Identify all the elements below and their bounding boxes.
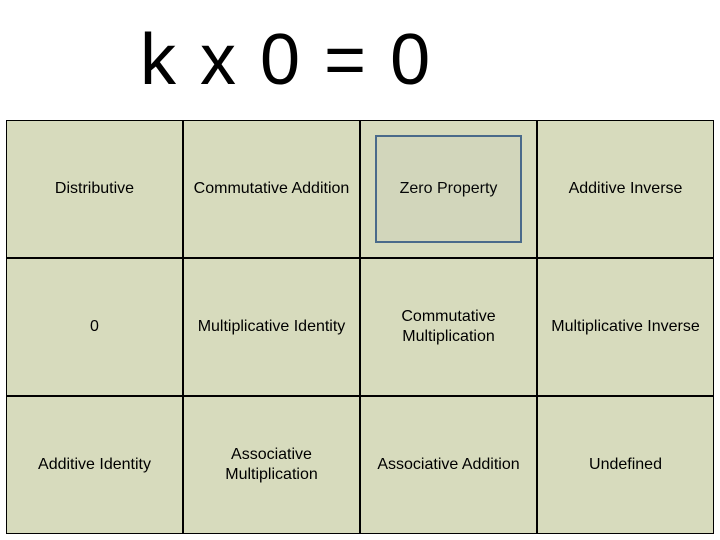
grid-cell[interactable]: 0 <box>6 258 183 396</box>
grid-cell[interactable]: Commutative Addition <box>183 120 360 258</box>
grid-cell[interactable]: Multiplicative Inverse <box>537 258 714 396</box>
cell-label: Distributive <box>55 179 134 199</box>
grid-cell[interactable]: Zero Property <box>360 120 537 258</box>
grid-cell[interactable]: Associative Addition <box>360 396 537 534</box>
grid-cell[interactable]: Multiplicative Identity <box>183 258 360 396</box>
cell-label: Commutative Addition <box>194 179 350 199</box>
cell-label: Additive Identity <box>38 455 151 475</box>
cell-label: 0 <box>90 317 99 337</box>
grid-cell[interactable]: Additive Identity <box>6 396 183 534</box>
cell-label: Associative Addition <box>377 455 519 475</box>
grid-cell[interactable]: Distributive <box>6 120 183 258</box>
title-area: k x 0 = 0 <box>0 0 720 120</box>
cell-label: Associative Multiplication <box>190 445 353 485</box>
grid-cell[interactable]: Undefined <box>537 396 714 534</box>
grid-cell[interactable]: Additive Inverse <box>537 120 714 258</box>
cell-label: Commutative Multiplication <box>367 307 530 347</box>
equation-title: k x 0 = 0 <box>140 24 432 96</box>
grid-cell[interactable]: Commutative Multiplication <box>360 258 537 396</box>
slide: k x 0 = 0 Distributive Commutative Additi… <box>0 0 720 540</box>
cell-label: Additive Inverse <box>569 179 683 199</box>
cell-label: Multiplicative Identity <box>198 317 346 337</box>
cell-label: Undefined <box>589 455 662 475</box>
cell-label: Multiplicative Inverse <box>551 317 700 337</box>
highlight-box <box>375 135 522 243</box>
properties-grid: Distributive Commutative Addition Zero Pro… <box>6 120 714 534</box>
grid-cell[interactable]: Associative Multiplication <box>183 396 360 534</box>
